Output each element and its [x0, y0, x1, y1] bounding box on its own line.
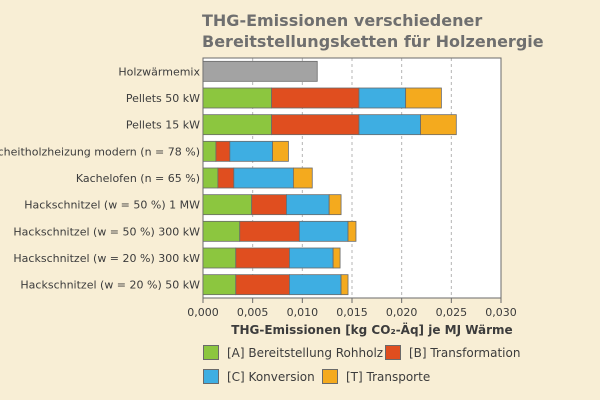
legend-item-b: [B] Transformation [385, 345, 520, 360]
bar-segment-t [347, 220, 357, 242]
bar-segment-t [292, 167, 313, 189]
bar-segment-a [202, 167, 219, 189]
y-category-label: Hackschnitzel (w = 50 %) 1 MW [24, 199, 200, 212]
bar-segment-c [289, 247, 334, 269]
y-category-label: Holzwärmemix [118, 65, 200, 78]
y-category-label: Pellets 50 kW [126, 92, 200, 105]
bar-segment-c [286, 194, 330, 216]
x-tick-label: 0,010 [287, 306, 319, 319]
legend-swatch-c [203, 369, 219, 384]
bar-segment-t [405, 87, 442, 109]
bar-total [202, 60, 318, 82]
bar-segment-t [328, 194, 342, 216]
chart-title: THG-Emissionen verschiedener Bereitstell… [202, 10, 592, 52]
x-tick-label: 0,015 [336, 306, 368, 319]
bar-segment-b [239, 220, 300, 242]
bar-segment-t [272, 140, 289, 162]
bar-segment-c [289, 274, 342, 296]
legend-label-t: [T] Transporte [346, 369, 431, 384]
bar-segment-t [332, 247, 341, 269]
bar-segment-c [233, 167, 294, 189]
bar-segment-b [235, 274, 290, 296]
y-category-label: Hackschnitzel (w = 20 %) 50 kW [20, 279, 200, 292]
legend-label-c: [C] Konversion [227, 369, 315, 384]
bar-segment-b [235, 247, 290, 269]
legend-label-a: [A] Bereitstellung Rohholz [227, 345, 384, 360]
legend-item-a: [A] Bereitstellung Rohholz [203, 345, 383, 360]
x-tick-label: 0,025 [436, 306, 468, 319]
bar-segment-b [271, 87, 360, 109]
bar-segment-c [229, 140, 273, 162]
bar-segment-a [202, 247, 237, 269]
legend-item-c: [C] Konversion [203, 369, 315, 384]
legend-swatch-a [203, 345, 219, 360]
chart-title-line-2: Bereitstellungsketten für Holzenergie [202, 32, 544, 51]
bar-segment-c [298, 220, 349, 242]
legend-swatch-t [322, 369, 338, 384]
legend-item-t: [T] Transporte [322, 369, 430, 384]
bar-segment-b [251, 194, 287, 216]
bar-segment-a [202, 87, 272, 109]
chart-title-line-1: THG-Emissionen verschiedener [202, 11, 483, 30]
bar-segment-c [358, 114, 421, 136]
bar-segment-a [202, 114, 272, 136]
x-tick-label: 0,020 [386, 306, 418, 319]
bar-segment-t [420, 114, 457, 136]
bar-segment-t [340, 274, 349, 296]
y-category-label: Hackschnitzel (w = 50 %) 300 kW [13, 225, 200, 238]
y-category-label: Pellets 15 kW [126, 119, 200, 132]
x-axis-label: THG-Emissionen [kg CO₂-Äq] je MJ Wärme [231, 322, 512, 337]
x-tick-label: 0,030 [485, 306, 517, 319]
bar-segment-c [358, 87, 407, 109]
bar-segment-b [271, 114, 360, 136]
legend-label-b: [B] Transformation [409, 345, 521, 360]
y-category-label: Scheitholzheizung modern (n = 78 %) [0, 145, 200, 158]
y-category-label: Hackschnitzel (w = 20 %) 300 kW [13, 252, 200, 265]
bar-segment-b [217, 167, 235, 189]
y-category-label: Kachelofen (n = 65 %) [76, 172, 200, 185]
bar-segment-a [202, 274, 237, 296]
x-tick-label: 0,000 [187, 306, 219, 319]
x-tick-label: 0,005 [237, 306, 269, 319]
legend-swatch-b [385, 345, 401, 360]
bar-segment-a [202, 194, 253, 216]
bar-segment-a [202, 140, 217, 162]
bar-segment-a [202, 220, 241, 242]
bar-segment-b [215, 140, 231, 162]
